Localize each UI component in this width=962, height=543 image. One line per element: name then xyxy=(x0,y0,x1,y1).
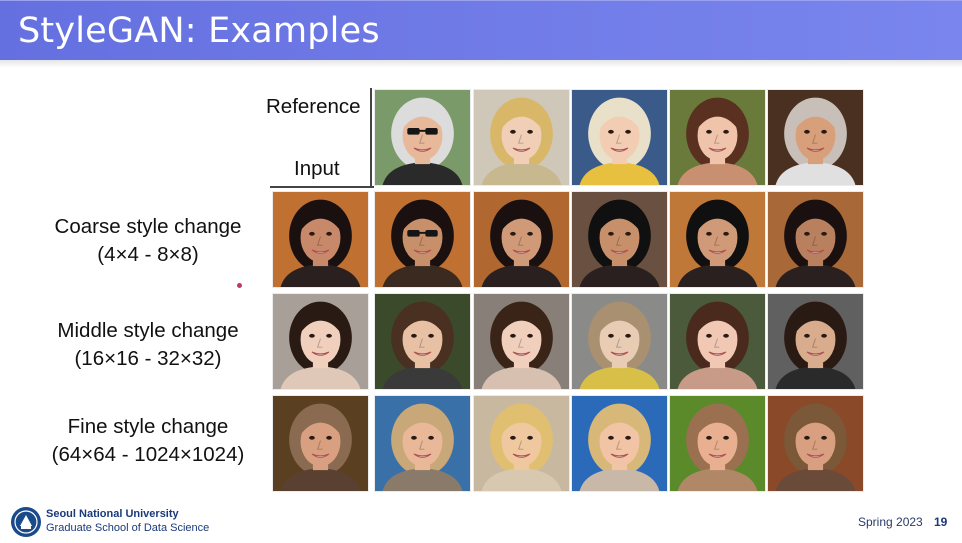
footer-term: Spring 2023 xyxy=(858,515,923,529)
input-face-fine xyxy=(272,395,369,492)
reference-face-2 xyxy=(473,89,570,186)
portrait-image xyxy=(273,192,368,287)
laser-pointer-dot xyxy=(237,283,242,288)
coarse-face-4 xyxy=(669,191,766,288)
portrait-image xyxy=(375,396,470,491)
fine-face-1 xyxy=(374,395,471,492)
row-label-coarse: Coarse style change (4×4 - 8×8) xyxy=(28,213,268,269)
portrait-image xyxy=(474,192,569,287)
row-label-coarse-title: Coarse style change xyxy=(54,215,242,238)
row-label-fine-title: Fine style change xyxy=(67,415,229,438)
portrait-image xyxy=(670,294,765,389)
coarse-face-2 xyxy=(473,191,570,288)
reference-label: Reference xyxy=(266,95,361,118)
portrait-image xyxy=(273,294,368,389)
portrait-image xyxy=(768,90,863,185)
slide-title: StyleGAN: Examples xyxy=(18,11,380,51)
row-label-middle-title: Middle style change xyxy=(57,319,239,342)
title-bar: StyleGAN: Examples xyxy=(0,0,962,60)
portrait-image xyxy=(572,294,667,389)
portrait-image xyxy=(474,294,569,389)
portrait-image xyxy=(273,396,368,491)
fine-face-5 xyxy=(767,395,864,492)
input-face-coarse xyxy=(272,191,369,288)
portrait-image xyxy=(670,90,765,185)
row-label-middle-range: (16×16 - 32×32) xyxy=(74,347,222,370)
page-number: 19 xyxy=(934,515,948,529)
portrait-image xyxy=(474,90,569,185)
fine-face-3 xyxy=(571,395,668,492)
reference-face-5 xyxy=(767,89,864,186)
row-label-coarse-range: (4×4 - 8×8) xyxy=(97,243,199,266)
middle-face-5 xyxy=(767,293,864,390)
fine-face-4 xyxy=(669,395,766,492)
coarse-face-5 xyxy=(767,191,864,288)
fine-face-2 xyxy=(473,395,570,492)
reference-face-3 xyxy=(571,89,668,186)
middle-face-4 xyxy=(669,293,766,390)
portrait-image xyxy=(474,396,569,491)
middle-face-2 xyxy=(473,293,570,390)
portrait-image xyxy=(768,192,863,287)
portrait-image xyxy=(375,294,470,389)
input-label: Input xyxy=(294,157,340,180)
header-divider-vertical xyxy=(370,88,372,188)
header-divider-horizontal xyxy=(270,186,374,188)
university-logo-icon xyxy=(11,507,41,537)
row-label-fine-range: (64×64 - 1024×1024) xyxy=(51,443,245,466)
row-label-middle: Middle style change (16×16 - 32×32) xyxy=(28,317,268,373)
reference-face-1 xyxy=(374,89,471,186)
reference-face-4 xyxy=(669,89,766,186)
portrait-image xyxy=(375,90,470,185)
portrait-image xyxy=(375,192,470,287)
portrait-image xyxy=(572,90,667,185)
portrait-image xyxy=(768,294,863,389)
portrait-image xyxy=(572,396,667,491)
middle-face-1 xyxy=(374,293,471,390)
footer-university: Seoul National University xyxy=(46,508,179,520)
input-face-middle xyxy=(272,293,369,390)
portrait-image xyxy=(768,396,863,491)
coarse-face-1 xyxy=(374,191,471,288)
coarse-face-3 xyxy=(571,191,668,288)
middle-face-3 xyxy=(571,293,668,390)
portrait-image xyxy=(572,192,667,287)
row-label-fine: Fine style change (64×64 - 1024×1024) xyxy=(28,413,268,469)
portrait-image xyxy=(670,192,765,287)
footer-school: Graduate School of Data Science xyxy=(46,522,210,534)
portrait-image xyxy=(670,396,765,491)
title-shadow xyxy=(0,60,962,68)
